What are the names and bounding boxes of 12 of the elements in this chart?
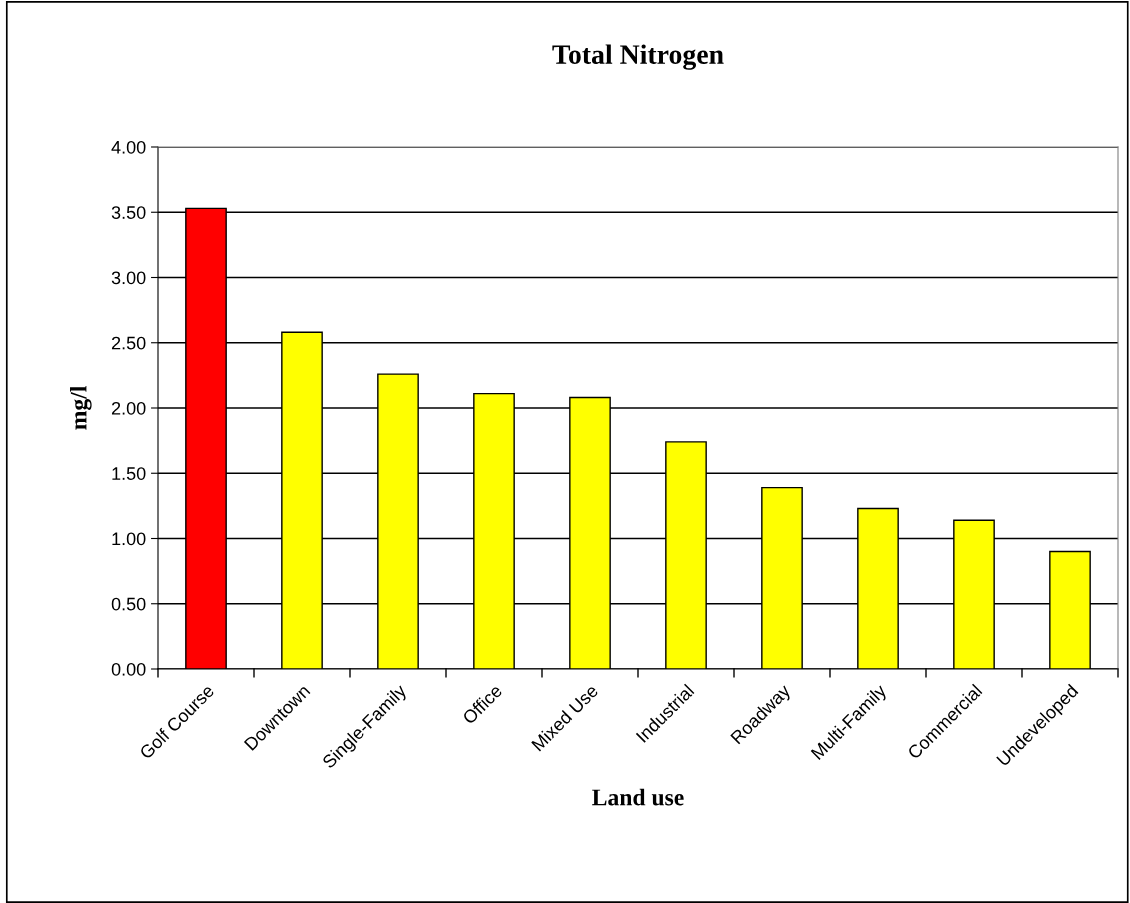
- x-axis-title: Land use: [592, 788, 684, 806]
- y-tick-label: 2.50: [111, 336, 146, 350]
- y-tick-label: 1.50: [112, 467, 146, 480]
- y-axis-title: mg/l: [70, 386, 92, 430]
- y-tick-label: 4.00: [111, 140, 146, 154]
- y-tick-label: 0.50: [111, 597, 146, 611]
- y-tick-label: 0.00: [111, 662, 146, 676]
- y-tick-label: 1.00: [112, 532, 146, 546]
- y-tick-label: 2.00: [111, 401, 146, 415]
- y-tick-label: 3.00: [111, 271, 146, 285]
- y-tick-label: 3.50: [111, 206, 146, 219]
- chart-title: Total Nitrogen: [552, 44, 724, 70]
